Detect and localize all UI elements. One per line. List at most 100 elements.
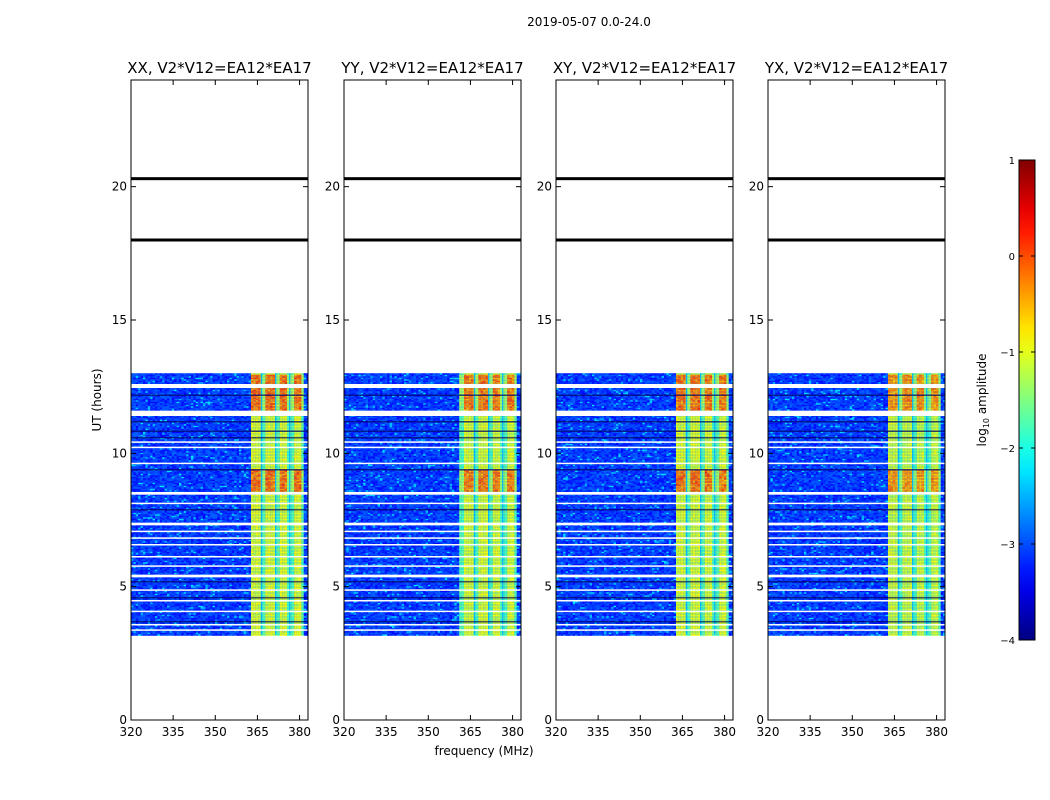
- panel-title: YY, V2*V12=EA12*EA17: [340, 59, 523, 77]
- flag-gap: [768, 624, 945, 626]
- flag-gap: [344, 410, 521, 416]
- flag-gap: [768, 502, 945, 505]
- dark-line: [344, 597, 521, 599]
- flag-gap: [344, 629, 521, 631]
- dark-line: [344, 430, 521, 432]
- y-tick-label: 5: [332, 580, 340, 594]
- flag-gap: [768, 530, 945, 533]
- dark-line: [344, 621, 521, 623]
- flag-gap: [131, 446, 308, 449]
- black-line: [131, 177, 308, 181]
- flag-gap: [768, 589, 945, 591]
- flag-gap: [556, 610, 733, 613]
- x-tick-label: 350: [629, 725, 652, 739]
- flag-gap: [131, 629, 308, 631]
- panel-2: XY, V2*V12=EA12*EA17 320 335 350 365 380 0 5 10 1…: [537, 59, 736, 739]
- y-tick-label: 15: [325, 313, 340, 327]
- panel-frame: [130, 79, 309, 721]
- colorbar-tick-label: −2: [1000, 444, 1015, 455]
- flag-gap: [768, 629, 945, 631]
- flag-gap: [556, 530, 733, 533]
- flag-gap: [556, 441, 733, 443]
- colorbar-tick-label: 1: [1009, 156, 1015, 167]
- flag-gap: [768, 522, 945, 526]
- black-line: [344, 238, 521, 242]
- flag-gap: [344, 589, 521, 591]
- y-tick-label: 5: [544, 580, 552, 594]
- flag-gap: [344, 384, 521, 388]
- panel-title: XX, V2*V12=EA12*EA17: [127, 59, 311, 77]
- flag-gap: [131, 441, 308, 443]
- x-tick-label: 365: [883, 725, 906, 739]
- flag-gap: [556, 446, 733, 449]
- panel-3-raster: [768, 177, 945, 636]
- panel-frame: [767, 79, 946, 721]
- flag-gap: [768, 446, 945, 449]
- flag-gap: [556, 629, 733, 631]
- dark-line: [131, 394, 308, 396]
- flag-gap: [556, 574, 733, 578]
- flag-gap: [344, 462, 521, 465]
- panel-2-raster: [556, 177, 733, 636]
- flag-gap: [344, 502, 521, 505]
- x-tick-label: 320: [333, 725, 356, 739]
- flag-gap: [768, 384, 945, 388]
- dark-line: [768, 581, 945, 583]
- dark-line: [768, 394, 945, 396]
- panel-1-raster: [344, 177, 521, 636]
- flag-gap: [131, 565, 308, 567]
- x-tick-label: 350: [204, 725, 227, 739]
- flag-gap: [131, 544, 308, 546]
- dark-line: [556, 394, 733, 396]
- flag-gap: [344, 530, 521, 533]
- x-axis-label: frequency (MHz): [434, 744, 533, 758]
- flag-gap: [131, 530, 308, 533]
- flag-gap: [131, 502, 308, 505]
- x-tick-label: 380: [501, 725, 524, 739]
- black-line: [131, 238, 308, 242]
- flag-gap: [344, 565, 521, 567]
- flag-gap: [556, 384, 733, 388]
- flag-gap: [344, 624, 521, 626]
- dark-line: [556, 621, 733, 623]
- x-tick-label: 350: [417, 725, 440, 739]
- y-tick-label: 15: [537, 313, 552, 327]
- panel-title: YX, V2*V12=EA12*EA17: [764, 59, 948, 77]
- flag-gap: [344, 522, 521, 526]
- y-tick-label: 0: [119, 713, 127, 727]
- flag-gap: [131, 624, 308, 626]
- flag-gap: [344, 441, 521, 443]
- flag-gap: [344, 492, 521, 495]
- dark-line: [131, 581, 308, 583]
- flag-gap: [768, 610, 945, 613]
- flag-gap: [131, 574, 308, 578]
- x-tick-label: 365: [246, 725, 269, 739]
- flag-gap: [768, 556, 945, 558]
- panel-0: XX, V2*V12=EA12*EA17 320 335 350 365 380 0 5 10 1…: [112, 59, 312, 739]
- dark-line: [131, 437, 308, 439]
- x-tick-label: 380: [713, 725, 736, 739]
- dark-line: [768, 621, 945, 623]
- dark-line: [131, 509, 308, 511]
- flag-gap: [556, 522, 733, 526]
- colorbar-label: log10 amplitude: [975, 354, 991, 447]
- x-tick-label: 350: [841, 725, 864, 739]
- flag-gap: [556, 600, 733, 602]
- flag-gap: [556, 544, 733, 546]
- flag-gap: [768, 462, 945, 465]
- flag-gap: [131, 492, 308, 495]
- dark-line: [131, 430, 308, 432]
- flag-gap: [344, 574, 521, 578]
- dark-line: [768, 597, 945, 599]
- flag-gap: [344, 544, 521, 546]
- colorbar-gradient: [1018, 159, 1036, 641]
- colorbar-tick-label: 0: [1009, 252, 1015, 263]
- flag-gap: [131, 556, 308, 558]
- y-tick-label: 20: [112, 180, 127, 194]
- black-line: [556, 238, 733, 242]
- flag-gap: [131, 410, 308, 416]
- dark-line: [131, 597, 308, 599]
- black-line: [768, 238, 945, 242]
- dark-line: [768, 421, 945, 423]
